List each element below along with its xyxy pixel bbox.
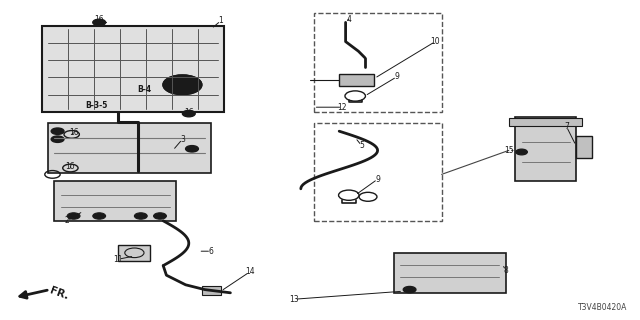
Text: 2: 2 — [65, 216, 70, 225]
Bar — [515, 117, 576, 181]
Text: 6: 6 — [209, 247, 214, 256]
Bar — [48, 123, 211, 173]
Text: B-4: B-4 — [137, 85, 151, 94]
Bar — [314, 13, 442, 112]
Text: 7: 7 — [564, 122, 569, 131]
Text: 12: 12 — [338, 103, 347, 112]
Bar — [314, 123, 442, 221]
Bar — [394, 253, 506, 293]
Text: 16: 16 — [94, 15, 104, 24]
Circle shape — [93, 213, 106, 219]
Circle shape — [516, 149, 527, 155]
Text: 13: 13 — [289, 295, 300, 304]
Bar — [509, 118, 582, 126]
Bar — [42, 26, 224, 112]
Text: 5: 5 — [359, 141, 364, 150]
Circle shape — [154, 213, 166, 219]
Text: B-3-5: B-3-5 — [85, 101, 107, 110]
Circle shape — [403, 286, 416, 293]
Text: 16: 16 — [65, 162, 76, 171]
Circle shape — [182, 110, 195, 117]
Text: 1: 1 — [218, 16, 223, 25]
Circle shape — [134, 213, 147, 219]
Text: 15: 15 — [504, 146, 514, 155]
Circle shape — [51, 136, 64, 142]
Bar — [54, 181, 176, 221]
Bar — [339, 74, 374, 86]
Text: 10: 10 — [430, 37, 440, 46]
Text: FR.: FR. — [48, 286, 70, 302]
Text: 9: 9 — [394, 72, 399, 81]
Circle shape — [173, 80, 192, 90]
Circle shape — [163, 75, 202, 94]
Text: 11: 11 — [114, 255, 123, 264]
Bar — [118, 245, 150, 261]
Text: 3: 3 — [180, 135, 185, 144]
Circle shape — [67, 213, 80, 219]
Text: 14: 14 — [244, 268, 255, 276]
Circle shape — [186, 146, 198, 152]
Bar — [576, 136, 592, 158]
Text: 16: 16 — [184, 108, 194, 116]
Text: 4: 4 — [346, 15, 351, 24]
Text: 8: 8 — [503, 266, 508, 275]
Circle shape — [51, 128, 64, 134]
Bar — [202, 286, 221, 295]
Circle shape — [93, 19, 106, 26]
Text: 16: 16 — [68, 128, 79, 137]
Text: 9: 9 — [375, 175, 380, 184]
Text: T3V4B0420A: T3V4B0420A — [578, 303, 627, 312]
